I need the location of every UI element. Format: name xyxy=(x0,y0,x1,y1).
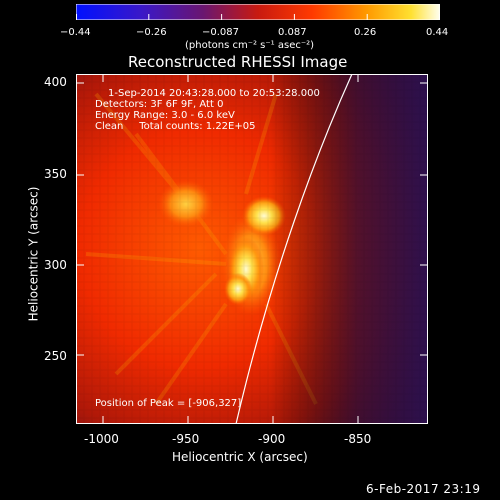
colorbar-tick-0: −0.44 xyxy=(60,27,91,38)
info-line-detectors: Detectors: 3F 6F 9F, Att 0 xyxy=(95,99,224,110)
xtick-label-1: -950 xyxy=(172,432,200,446)
colorbar-tick-5: 0.44 xyxy=(426,27,449,38)
y-axis-label: Heliocentric Y (arcsec) xyxy=(26,186,41,322)
colorbar xyxy=(75,3,441,21)
rhessi-map xyxy=(76,73,428,425)
colorbar-tick-4: 0.26 xyxy=(354,27,377,38)
colorbar-tick-3: 0.087 xyxy=(278,27,307,38)
peak-position-label: Position of Peak = [-906,327] xyxy=(95,398,242,409)
xtick-label-0: -1000 xyxy=(84,432,119,446)
xtick-label-2: -900 xyxy=(258,432,286,446)
rhessi-image xyxy=(76,73,428,425)
colorbar-gradient xyxy=(75,3,441,21)
solar-limb-line xyxy=(235,73,353,425)
xtick-label-3: -850 xyxy=(344,432,372,446)
colorbar-units: (photons cm⁻² s⁻¹ asec⁻²) xyxy=(185,40,315,51)
info-line-time: 1-Sep-2014 20:43:28.000 to 20:53:28.000 xyxy=(108,88,320,99)
info-line-clean: Clean Total counts: 1.22E+05 xyxy=(95,121,256,132)
axis-ticks xyxy=(76,74,428,424)
ytick-label-3: 400 xyxy=(44,75,67,89)
colorbar-tick-1: −0.26 xyxy=(136,27,167,38)
info-line-energy: Energy Range: 3.0 - 6.0 keV xyxy=(95,110,235,121)
ytick-label-1: 300 xyxy=(44,258,67,272)
plot-title: Reconstructed RHESSI Image xyxy=(128,53,348,71)
ytick-label-0: 250 xyxy=(44,349,67,363)
colorbar-tick-2: −0.087 xyxy=(202,27,240,38)
x-axis-label: Heliocentric X (arcsec) xyxy=(172,450,308,464)
ytick-label-2: 350 xyxy=(44,167,67,181)
generation-timestamp: 6-Feb-2017 23:19 xyxy=(366,482,481,496)
